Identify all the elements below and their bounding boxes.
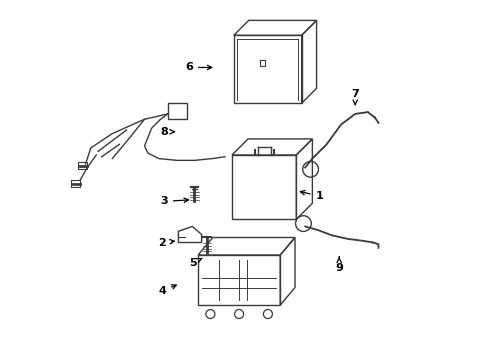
Text: 9: 9 [335, 257, 343, 273]
Bar [71, 180, 80, 187]
Bar [259, 60, 264, 66]
Text: 6: 6 [185, 63, 211, 72]
Text: 2: 2 [158, 238, 174, 248]
Text: 3: 3 [160, 197, 188, 206]
Text: 8: 8 [160, 127, 174, 137]
Text: 5: 5 [188, 258, 202, 268]
Bar [167, 103, 187, 119]
Text: 4: 4 [158, 285, 176, 296]
Text: 7: 7 [351, 89, 358, 105]
Bar [78, 162, 87, 169]
Text: 1: 1 [300, 190, 323, 201]
